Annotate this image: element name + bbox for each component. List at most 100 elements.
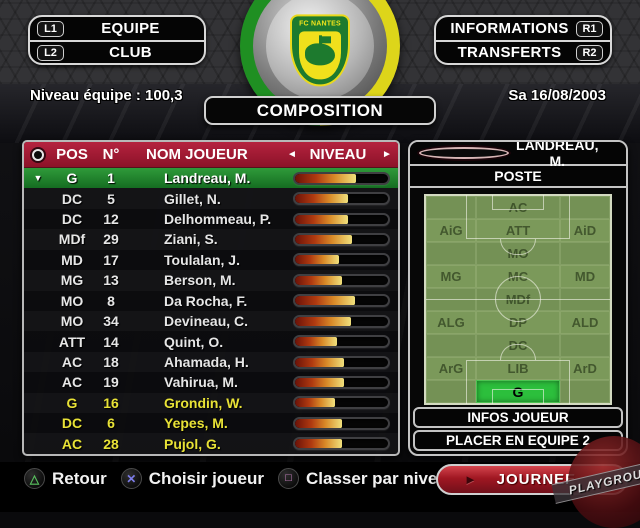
cross-button-icon: ✕ <box>126 471 137 486</box>
nav-transferts[interactable]: TRANSFERTS R2 <box>436 40 610 63</box>
pitch-cell-ac[interactable]: AC <box>476 196 560 219</box>
pitch-cell-dc[interactable]: DC <box>476 334 560 357</box>
club-name: FC NANTES <box>299 20 341 28</box>
pitch-cell[interactable] <box>560 242 610 265</box>
play-arrow-icon: ► <box>464 472 477 487</box>
level-bar <box>272 396 398 410</box>
player-num: 5 <box>107 190 115 207</box>
screen-title: COMPOSITION <box>204 96 436 125</box>
level-bar <box>272 273 398 287</box>
player-num: 1 <box>107 170 115 187</box>
table-row[interactable]: MO 8 Da Rocha, F. <box>24 291 398 311</box>
table-row[interactable]: DC 5 Gillet, N. <box>24 188 398 208</box>
pitch-cell-dp[interactable]: DP <box>476 311 560 334</box>
poste-header: POSTE <box>410 166 626 188</box>
sort-next-icon[interactable]: ► <box>382 149 392 160</box>
table-row[interactable]: G 16 Grondin, W. <box>24 393 398 413</box>
player-pos: MG <box>60 272 84 289</box>
crest-inner-shield <box>299 31 341 80</box>
table-row[interactable]: AC 19 Vahirua, M. <box>24 372 398 392</box>
col-level-header[interactable]: NIVEAU <box>309 146 367 163</box>
pitch-cell-ald[interactable]: ALD <box>560 311 610 334</box>
table-row[interactable]: DC 12 Delhommeau, P. <box>24 209 398 229</box>
table-row[interactable]: MG 13 Berson, M. <box>24 270 398 290</box>
pitch-cell-mo[interactable]: MO <box>476 242 560 265</box>
classer-niveau-label: Classer par niveau <box>306 468 458 488</box>
sort-prev-icon[interactable]: ◄ <box>287 149 297 160</box>
pitch-cell-g-selected[interactable]: G <box>476 380 560 403</box>
player-name: Grondin, W. <box>164 394 243 411</box>
pitch-cell-arg[interactable]: ArG <box>426 357 476 380</box>
player-pos: DC <box>61 190 83 207</box>
player-name: Gillet, N. <box>164 190 221 207</box>
pitch-cell[interactable] <box>426 288 476 311</box>
level-bar <box>272 212 398 226</box>
pitch-cell-aid[interactable]: AiD <box>560 219 610 242</box>
player-num: 6 <box>107 415 115 432</box>
pitch-cell-aig[interactable]: AiG <box>426 219 476 242</box>
placer-equipe2-button[interactable]: PLACER EN EQUIPE 2 <box>413 430 623 451</box>
table-row[interactable]: MO 34 Devineau, C. <box>24 311 398 331</box>
club-crest-icon: FC NANTES <box>290 14 350 87</box>
player-name: Quint, O. <box>164 333 224 350</box>
level-bar <box>272 253 398 267</box>
player-num: 8 <box>107 292 115 309</box>
position-pitch: AC AiG ATT AiD MO MG MC MD MDf ALG DP AL… <box>424 194 612 405</box>
table-row[interactable]: MDf 29 Ziani, S. <box>24 229 398 249</box>
table-row[interactable]: AC 18 Ahamada, H. <box>24 352 398 372</box>
table-row[interactable]: ATT 14 Quint, O. <box>24 331 398 351</box>
table-row[interactable]: MD 17 Toulalan, J. <box>24 250 398 270</box>
player-num: 28 <box>103 435 119 452</box>
level-bar <box>272 335 398 349</box>
journee-button[interactable]: ► JOURNEE <box>436 464 628 495</box>
pitch-cell[interactable] <box>560 334 610 357</box>
pitch-cell-mg[interactable]: MG <box>426 265 476 288</box>
nav-informations[interactable]: INFORMATIONS R1 <box>436 17 610 40</box>
player-pos: DC <box>61 415 83 432</box>
record-circle-icon <box>32 148 44 161</box>
action-retour[interactable]: △ Retour <box>24 468 107 489</box>
pitch-cell[interactable] <box>560 196 610 219</box>
pitch-cell[interactable] <box>560 380 610 403</box>
date-text: Sa 16/08/2003 <box>508 87 606 104</box>
pitch-cell-mc[interactable]: MC <box>476 265 560 288</box>
pitch-cell-md[interactable]: MD <box>560 265 610 288</box>
nav-group-left: L1 EQUIPE L2 CLUB <box>28 15 206 65</box>
nav-equipe[interactable]: L1 EQUIPE <box>30 17 204 40</box>
pitch-cell-lib[interactable]: LIB <box>476 357 560 380</box>
player-num: 34 <box>103 313 119 330</box>
triangle-button-icon: △ <box>29 471 40 486</box>
player-pos: MD <box>61 251 83 268</box>
action-classer-niveau[interactable]: □ Classer par niveau <box>278 468 457 489</box>
square-button-icon: □ <box>285 472 292 484</box>
action-choisir-joueur[interactable]: ✕ Choisir joueur <box>120 468 264 489</box>
player-num: 16 <box>103 394 119 411</box>
r2-button-icon: R2 <box>576 44 603 61</box>
pitch-cell-alg[interactable]: ALG <box>426 311 476 334</box>
pitch-cell[interactable] <box>426 380 476 403</box>
player-circle-icon <box>419 147 509 159</box>
player-panel: LANDREAU, M. POSTE AC AiG ATT AiD MO MG … <box>408 140 628 456</box>
level-bar <box>272 294 398 308</box>
pitch-cell-ard[interactable]: ArD <box>560 357 610 380</box>
pitch-cell[interactable] <box>426 242 476 265</box>
level-bar <box>272 192 398 206</box>
level-bar <box>272 375 398 389</box>
roster-table-header: POS N° NOM JOUEUR ◄ NIVEAU ► <box>24 142 398 168</box>
pitch-cell-mdf[interactable]: MDf <box>476 288 560 311</box>
table-row[interactable]: ▼ G 1 Landreau, M. <box>24 168 398 189</box>
level-bar <box>272 355 398 369</box>
infos-joueur-button[interactable]: INFOS JOUEUR <box>413 407 623 428</box>
player-name: Da Rocha, F. <box>164 292 248 309</box>
table-row[interactable]: DC 6 Yepes, M. <box>24 413 398 433</box>
r1-button-icon: R1 <box>576 20 603 37</box>
nav-club[interactable]: L2 CLUB <box>30 40 204 63</box>
player-pos: MO <box>60 292 84 309</box>
pitch-cell[interactable] <box>560 288 610 311</box>
pitch-cell-att[interactable]: ATT <box>476 219 560 242</box>
table-row[interactable]: AC 28 Pujol, G. <box>24 433 398 453</box>
player-num: 12 <box>103 211 119 228</box>
pitch-cell[interactable] <box>426 196 476 219</box>
club-emblem: FC NANTES <box>240 0 400 126</box>
pitch-cell[interactable] <box>426 334 476 357</box>
